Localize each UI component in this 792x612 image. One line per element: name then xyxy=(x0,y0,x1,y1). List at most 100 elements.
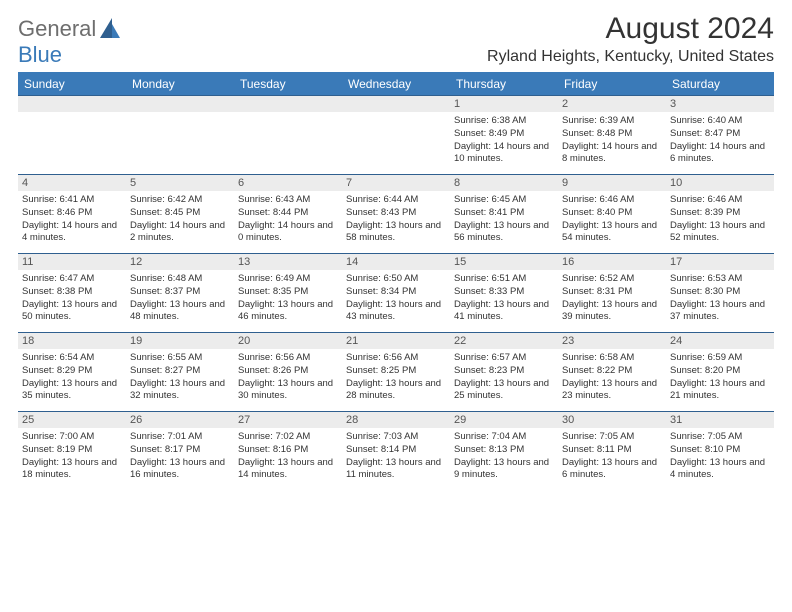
daylight-text: Daylight: 13 hours and 30 minutes. xyxy=(238,378,338,404)
sunset-text: Sunset: 8:22 PM xyxy=(562,365,662,378)
day-info: Sunrise: 6:49 AMSunset: 8:35 PMDaylight:… xyxy=(234,270,342,332)
day-info: Sunrise: 6:43 AMSunset: 8:44 PMDaylight:… xyxy=(234,191,342,253)
sunrise-text: Sunrise: 6:53 AM xyxy=(670,273,770,286)
daylight-text: Daylight: 13 hours and 28 minutes. xyxy=(346,378,446,404)
daylight-text: Daylight: 14 hours and 10 minutes. xyxy=(454,141,554,167)
day-info: Sunrise: 7:05 AMSunset: 8:11 PMDaylight:… xyxy=(558,428,666,490)
day-number: 16 xyxy=(558,254,666,270)
day-cell: 4Sunrise: 6:41 AMSunset: 8:46 PMDaylight… xyxy=(18,175,126,254)
sunrise-text: Sunrise: 7:04 AM xyxy=(454,431,554,444)
day-cell: 9Sunrise: 6:46 AMSunset: 8:40 PMDaylight… xyxy=(558,175,666,254)
sunset-text: Sunset: 8:48 PM xyxy=(562,128,662,141)
day-info: Sunrise: 6:52 AMSunset: 8:31 PMDaylight:… xyxy=(558,270,666,332)
day-number: 22 xyxy=(450,333,558,349)
week-row: 25Sunrise: 7:00 AMSunset: 8:19 PMDayligh… xyxy=(18,412,774,491)
day-number xyxy=(18,96,126,112)
day-number: 5 xyxy=(126,175,234,191)
day-info: Sunrise: 6:44 AMSunset: 8:43 PMDaylight:… xyxy=(342,191,450,253)
sunrise-text: Sunrise: 6:54 AM xyxy=(22,352,122,365)
day-info xyxy=(18,112,126,174)
day-cell: 30Sunrise: 7:05 AMSunset: 8:11 PMDayligh… xyxy=(558,412,666,491)
daylight-text: Daylight: 13 hours and 56 minutes. xyxy=(454,220,554,246)
sunrise-text: Sunrise: 6:41 AM xyxy=(22,194,122,207)
day-header: Saturday xyxy=(666,73,774,96)
day-number: 15 xyxy=(450,254,558,270)
sunrise-text: Sunrise: 7:02 AM xyxy=(238,431,338,444)
day-number: 23 xyxy=(558,333,666,349)
day-cell: 28Sunrise: 7:03 AMSunset: 8:14 PMDayligh… xyxy=(342,412,450,491)
sunset-text: Sunset: 8:16 PM xyxy=(238,444,338,457)
sunset-text: Sunset: 8:37 PM xyxy=(130,286,230,299)
sunrise-text: Sunrise: 6:39 AM xyxy=(562,115,662,128)
day-number xyxy=(234,96,342,112)
sunrise-text: Sunrise: 6:56 AM xyxy=(238,352,338,365)
sunset-text: Sunset: 8:45 PM xyxy=(130,207,230,220)
sunrise-text: Sunrise: 6:51 AM xyxy=(454,273,554,286)
daylight-text: Daylight: 13 hours and 41 minutes. xyxy=(454,299,554,325)
sunrise-text: Sunrise: 6:38 AM xyxy=(454,115,554,128)
day-cell: 31Sunrise: 7:05 AMSunset: 8:10 PMDayligh… xyxy=(666,412,774,491)
daylight-text: Daylight: 13 hours and 4 minutes. xyxy=(670,457,770,483)
calendar-table: Sunday Monday Tuesday Wednesday Thursday… xyxy=(18,73,774,490)
day-number: 29 xyxy=(450,412,558,428)
sunrise-text: Sunrise: 6:40 AM xyxy=(670,115,770,128)
sunset-text: Sunset: 8:40 PM xyxy=(562,207,662,220)
day-number: 12 xyxy=(126,254,234,270)
location-text: Ryland Heights, Kentucky, United States xyxy=(487,48,774,66)
day-cell xyxy=(234,96,342,175)
day-number: 25 xyxy=(18,412,126,428)
daylight-text: Daylight: 14 hours and 6 minutes. xyxy=(670,141,770,167)
sunset-text: Sunset: 8:23 PM xyxy=(454,365,554,378)
day-info: Sunrise: 6:54 AMSunset: 8:29 PMDaylight:… xyxy=(18,349,126,411)
day-cell: 16Sunrise: 6:52 AMSunset: 8:31 PMDayligh… xyxy=(558,254,666,333)
day-number xyxy=(342,96,450,112)
daylight-text: Daylight: 13 hours and 16 minutes. xyxy=(130,457,230,483)
sunset-text: Sunset: 8:30 PM xyxy=(670,286,770,299)
day-number: 11 xyxy=(18,254,126,270)
day-info: Sunrise: 7:05 AMSunset: 8:10 PMDaylight:… xyxy=(666,428,774,490)
day-number: 19 xyxy=(126,333,234,349)
day-info: Sunrise: 6:58 AMSunset: 8:22 PMDaylight:… xyxy=(558,349,666,411)
day-cell: 3Sunrise: 6:40 AMSunset: 8:47 PMDaylight… xyxy=(666,96,774,175)
daylight-text: Daylight: 13 hours and 21 minutes. xyxy=(670,378,770,404)
week-row: 1Sunrise: 6:38 AMSunset: 8:49 PMDaylight… xyxy=(18,96,774,175)
sunrise-text: Sunrise: 7:03 AM xyxy=(346,431,446,444)
sunset-text: Sunset: 8:38 PM xyxy=(22,286,122,299)
day-number: 7 xyxy=(342,175,450,191)
sunrise-text: Sunrise: 6:58 AM xyxy=(562,352,662,365)
day-info: Sunrise: 6:40 AMSunset: 8:47 PMDaylight:… xyxy=(666,112,774,174)
sunrise-text: Sunrise: 6:45 AM xyxy=(454,194,554,207)
sunset-text: Sunset: 8:25 PM xyxy=(346,365,446,378)
day-info: Sunrise: 6:46 AMSunset: 8:40 PMDaylight:… xyxy=(558,191,666,253)
day-number: 18 xyxy=(18,333,126,349)
month-title: August 2024 xyxy=(487,12,774,46)
sunset-text: Sunset: 8:39 PM xyxy=(670,207,770,220)
sunset-text: Sunset: 8:41 PM xyxy=(454,207,554,220)
sunset-text: Sunset: 8:26 PM xyxy=(238,365,338,378)
sunrise-text: Sunrise: 6:48 AM xyxy=(130,273,230,286)
day-info xyxy=(234,112,342,174)
day-info: Sunrise: 6:45 AMSunset: 8:41 PMDaylight:… xyxy=(450,191,558,253)
day-number: 14 xyxy=(342,254,450,270)
sunrise-text: Sunrise: 6:43 AM xyxy=(238,194,338,207)
sunrise-text: Sunrise: 6:42 AM xyxy=(130,194,230,207)
day-number: 9 xyxy=(558,175,666,191)
day-cell xyxy=(342,96,450,175)
sunrise-text: Sunrise: 6:47 AM xyxy=(22,273,122,286)
day-number: 31 xyxy=(666,412,774,428)
sunrise-text: Sunrise: 6:59 AM xyxy=(670,352,770,365)
logo-text-blue: Blue xyxy=(18,42,62,67)
daylight-text: Daylight: 13 hours and 37 minutes. xyxy=(670,299,770,325)
day-info: Sunrise: 6:56 AMSunset: 8:25 PMDaylight:… xyxy=(342,349,450,411)
day-info: Sunrise: 6:55 AMSunset: 8:27 PMDaylight:… xyxy=(126,349,234,411)
day-header: Tuesday xyxy=(234,73,342,96)
daylight-text: Daylight: 14 hours and 2 minutes. xyxy=(130,220,230,246)
day-cell: 15Sunrise: 6:51 AMSunset: 8:33 PMDayligh… xyxy=(450,254,558,333)
day-info xyxy=(126,112,234,174)
day-header: Monday xyxy=(126,73,234,96)
sunrise-text: Sunrise: 6:50 AM xyxy=(346,273,446,286)
sunset-text: Sunset: 8:13 PM xyxy=(454,444,554,457)
daylight-text: Daylight: 13 hours and 23 minutes. xyxy=(562,378,662,404)
sunset-text: Sunset: 8:44 PM xyxy=(238,207,338,220)
day-cell: 21Sunrise: 6:56 AMSunset: 8:25 PMDayligh… xyxy=(342,333,450,412)
